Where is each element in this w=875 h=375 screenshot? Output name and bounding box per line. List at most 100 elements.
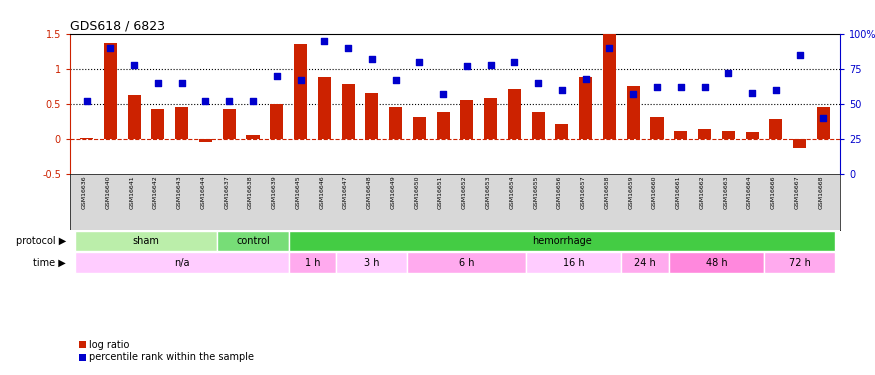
Point	[199, 98, 213, 104]
Text: 16 h: 16 h	[563, 258, 584, 268]
Point	[246, 98, 260, 104]
Text: GSM16647: GSM16647	[343, 175, 348, 209]
Point	[769, 87, 783, 93]
Text: GSM16641: GSM16641	[130, 175, 134, 209]
Point	[697, 84, 711, 90]
Text: GSM16654: GSM16654	[509, 175, 514, 209]
Point	[460, 63, 474, 69]
Bar	[817, 107, 829, 139]
Text: GSM16645: GSM16645	[296, 175, 300, 209]
Bar	[294, 44, 307, 139]
Text: GSM16664: GSM16664	[747, 175, 752, 209]
Bar	[764, 252, 836, 273]
Text: 3 h: 3 h	[364, 258, 380, 268]
Text: GSM16650: GSM16650	[415, 175, 419, 208]
Text: 72 h: 72 h	[788, 258, 810, 268]
Point	[746, 90, 760, 96]
Point	[293, 77, 307, 83]
Bar	[289, 231, 836, 252]
Bar	[247, 135, 260, 139]
Text: GSM16638: GSM16638	[248, 175, 253, 209]
Point	[531, 80, 545, 86]
Bar	[603, 34, 616, 139]
Text: GSM16658: GSM16658	[605, 175, 610, 208]
Text: sham: sham	[133, 236, 159, 246]
Point	[578, 76, 592, 82]
Bar	[389, 106, 402, 139]
Text: n/a: n/a	[174, 258, 190, 268]
Text: control: control	[236, 236, 270, 246]
Bar	[626, 86, 640, 139]
Point	[150, 80, 164, 86]
Bar	[175, 106, 188, 139]
Text: GSM16642: GSM16642	[153, 175, 158, 209]
Point	[341, 45, 355, 51]
Text: hemorrhage: hemorrhage	[532, 236, 592, 246]
Point	[650, 84, 664, 90]
Text: GSM16637: GSM16637	[224, 175, 229, 209]
Point	[175, 80, 189, 86]
Text: GSM16667: GSM16667	[794, 175, 800, 209]
Bar	[722, 130, 735, 139]
Bar	[80, 138, 93, 139]
Bar	[74, 231, 217, 252]
Bar	[151, 110, 164, 139]
Point	[555, 87, 569, 93]
Point	[80, 98, 94, 104]
Point	[127, 62, 141, 68]
Text: GSM16663: GSM16663	[724, 175, 728, 209]
Bar	[793, 139, 806, 148]
Point	[793, 52, 807, 58]
Text: GSM16640: GSM16640	[105, 175, 110, 209]
Text: GSM16636: GSM16636	[81, 175, 87, 209]
Bar	[365, 93, 378, 139]
Text: GSM16668: GSM16668	[818, 175, 823, 208]
Point	[484, 62, 498, 68]
Bar	[223, 110, 235, 139]
Text: GSM16639: GSM16639	[272, 175, 276, 209]
Point	[507, 59, 522, 65]
Text: 24 h: 24 h	[634, 258, 656, 268]
Bar	[270, 104, 284, 139]
Point	[816, 115, 830, 121]
Point	[674, 84, 688, 90]
Text: 48 h: 48 h	[705, 258, 727, 268]
Text: GSM16660: GSM16660	[652, 175, 657, 208]
Bar	[413, 117, 426, 139]
Bar	[556, 124, 569, 139]
Bar	[460, 100, 473, 139]
Bar	[746, 132, 759, 139]
Text: 6 h: 6 h	[459, 258, 474, 268]
Text: GSM16666: GSM16666	[771, 175, 776, 208]
Bar	[769, 118, 782, 139]
Point	[412, 59, 426, 65]
Bar	[675, 131, 687, 139]
Bar	[289, 252, 336, 273]
Text: GSM16649: GSM16649	[390, 175, 396, 209]
Bar	[532, 112, 545, 139]
Text: GSM16646: GSM16646	[319, 175, 325, 209]
Text: GSM16659: GSM16659	[628, 175, 634, 209]
Text: GSM16656: GSM16656	[557, 175, 562, 208]
Text: GSM16648: GSM16648	[367, 175, 372, 209]
Point	[365, 56, 379, 62]
Text: GSM16662: GSM16662	[699, 175, 704, 209]
Bar	[507, 89, 521, 139]
Text: GSM16657: GSM16657	[581, 175, 585, 209]
Text: GSM16644: GSM16644	[200, 175, 206, 209]
Bar	[104, 43, 117, 139]
Point	[626, 91, 640, 97]
Legend: log ratio, percentile rank within the sample: log ratio, percentile rank within the sa…	[75, 336, 258, 366]
Bar	[484, 98, 497, 139]
Bar	[621, 252, 668, 273]
Point	[436, 91, 450, 97]
Bar	[698, 129, 711, 139]
Bar	[579, 77, 592, 139]
Point	[270, 73, 284, 79]
Text: GDS618 / 6823: GDS618 / 6823	[70, 20, 165, 33]
Point	[222, 98, 236, 104]
Bar	[74, 252, 289, 273]
Bar	[526, 252, 621, 273]
Bar	[341, 84, 354, 139]
Point	[388, 77, 402, 83]
